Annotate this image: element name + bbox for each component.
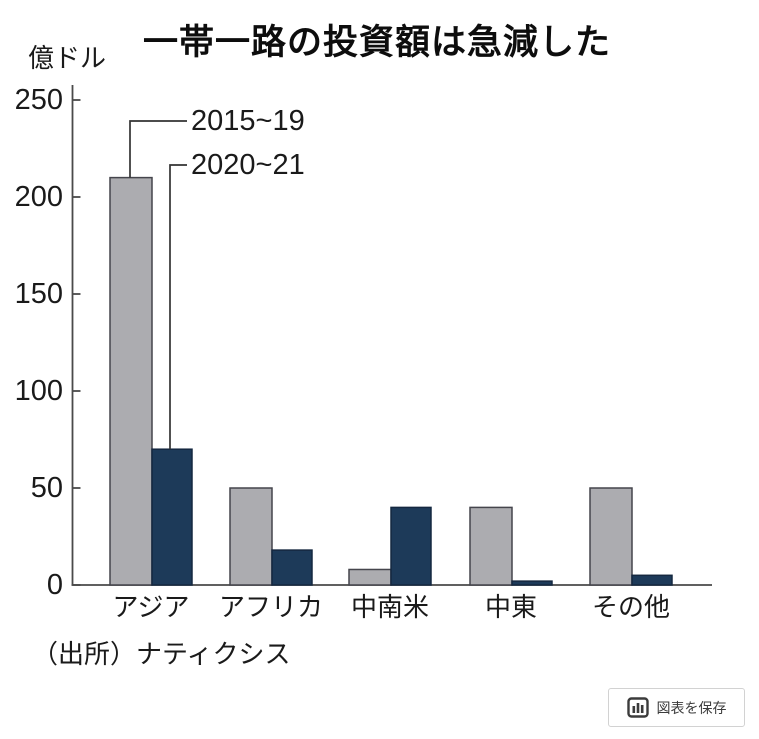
y-tick-label: 100 xyxy=(15,375,63,407)
legend-label-2015~19: 2015~19 xyxy=(191,105,305,137)
bar-2020~21-アフリカ xyxy=(271,549,313,586)
legend-label-2020~21: 2020~21 xyxy=(191,149,305,181)
y-tick-label: 250 xyxy=(15,84,63,116)
y-tick-label: 50 xyxy=(31,472,63,504)
y-tick-label: 0 xyxy=(47,569,63,601)
bar-2015~19-中南米 xyxy=(348,568,392,586)
source-note: （出所）ナティクシス xyxy=(32,639,291,669)
x-category-label: 中東 xyxy=(485,592,537,622)
bar-2020~21-アジア xyxy=(151,448,193,586)
x-category-label: 中南米 xyxy=(351,592,429,622)
bar-2020~21-中南米 xyxy=(390,506,432,586)
y-tick-label: 150 xyxy=(15,278,63,310)
bar-2015~19-アフリカ xyxy=(229,487,273,586)
x-category-label: アジア xyxy=(113,592,190,622)
bar-2015~19-中東 xyxy=(469,506,513,586)
chart-title: 一帯一路の投資額は急減した xyxy=(143,23,612,62)
y-tick-label: 200 xyxy=(15,181,63,213)
x-category-label: その他 xyxy=(592,592,670,622)
legend-connector-2020-21 xyxy=(169,164,187,450)
save-chart-label: 図表を保存 xyxy=(656,699,727,716)
x-category-label: アフリカ xyxy=(219,592,323,622)
bar-2015~19-その他 xyxy=(589,487,633,586)
legend-connector-2015-19 xyxy=(129,120,187,178)
bar-2020~21-その他 xyxy=(631,574,673,586)
save-chart-button[interactable]: 図表を保存 xyxy=(608,688,745,727)
bar-chart-icon xyxy=(626,697,649,718)
bar-2020~21-中東 xyxy=(511,580,553,586)
y-axis-unit-label: 億ドル xyxy=(28,43,107,73)
bar-2015~19-アジア xyxy=(109,176,153,586)
